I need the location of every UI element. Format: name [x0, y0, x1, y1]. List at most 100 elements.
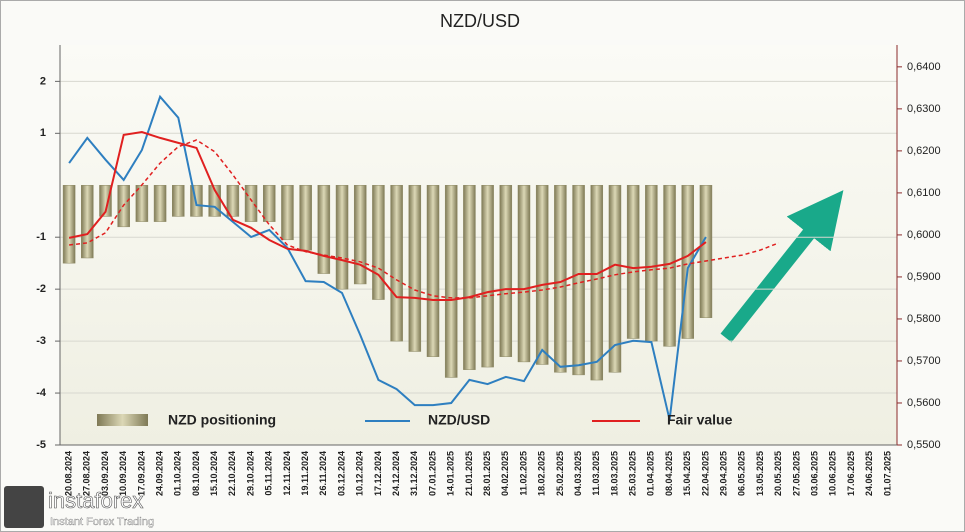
x-tick-label: 07.01.2025: [427, 451, 437, 496]
y2-tick-label: 0,5700: [907, 355, 941, 367]
x-tick-label: 28.01.2025: [482, 451, 492, 496]
x-tick-label: 29.04.2025: [719, 451, 729, 496]
dashed-line: [69, 139, 779, 299]
bar: [426, 185, 440, 357]
x-tick-label: 26.11.2024: [318, 451, 328, 496]
legend-label: NZD/USD: [428, 412, 490, 428]
y2-tick-label: 0,5800: [907, 313, 941, 325]
bar: [554, 185, 567, 373]
bar: [244, 185, 258, 222]
bar: [645, 185, 658, 342]
x-tick-label: 19.11.2024: [300, 451, 310, 496]
x-tick-label: 10.12.2024: [355, 451, 365, 496]
x-tick-label: 03.09.2024: [100, 451, 110, 496]
logo-tagline: Instant Forex Trading: [50, 516, 154, 528]
y2-tick-label: 0,6200: [907, 145, 941, 157]
x-tick-label: 01.07.2025: [882, 451, 892, 496]
y2-tick-label: 0,6000: [907, 229, 941, 241]
y2-tick-label: 0,6300: [907, 103, 941, 115]
bar: [626, 185, 640, 339]
x-tick-label: 25.03.2025: [628, 451, 638, 496]
bar: [481, 185, 494, 368]
logo: instaforex Instant Forex Trading: [4, 486, 154, 528]
x-tick-label: 17.09.2024: [136, 451, 146, 496]
x-tick-label: 20.08.2024: [63, 451, 73, 496]
x-tick-label: 21.01.2025: [464, 451, 474, 496]
line: [68, 94, 707, 421]
x-tick-label: 27.08.2024: [82, 451, 92, 496]
x-tick-label: 18.03.2025: [609, 451, 619, 496]
y-tick-label: -3: [36, 335, 46, 347]
line: [68, 130, 707, 301]
x-tick-label: 13.05.2025: [755, 451, 765, 496]
bar: [226, 185, 240, 217]
x-tick-label: 08.10.2024: [191, 451, 201, 496]
x-tick-label: 05.11.2024: [264, 451, 274, 496]
logo-icon: [4, 486, 44, 528]
x-tick-label: 20.05.2025: [773, 451, 783, 496]
legend-label: Fair value: [667, 412, 733, 428]
x-tick-label: 10.09.2024: [118, 451, 128, 496]
legend-label: NZD positioning: [168, 412, 276, 428]
y2-tick-label: 0,5900: [907, 271, 941, 283]
x-tick-label: 06.05.2025: [737, 451, 747, 496]
y2-tick-label: 0,5600: [907, 397, 941, 409]
x-tick-label: 17.06.2025: [846, 451, 856, 496]
bar: [572, 185, 585, 376]
bar: [699, 185, 713, 318]
bar: [608, 185, 622, 373]
bar: [153, 185, 167, 222]
x-tick-label: 01.04.2025: [646, 451, 656, 496]
x-tick-label: 27.05.2025: [791, 451, 801, 496]
trend-arrow: [720, 190, 844, 343]
x-tick-label: 11.03.2025: [591, 451, 601, 496]
bar: [81, 185, 94, 259]
bar: [372, 185, 385, 300]
y-tick-label: 2: [40, 75, 46, 87]
x-tick-label: 17.12.2024: [373, 451, 383, 496]
x-tick-label: 04.02.2025: [500, 451, 510, 496]
x-tick-label: 31.12.2024: [409, 451, 419, 496]
bar: [499, 185, 513, 357]
bar: [535, 185, 549, 365]
y2-tick-label: 0,6400: [907, 61, 941, 73]
bar: [62, 185, 76, 264]
x-tick-label: 18.02.2025: [537, 451, 547, 496]
x-tick-label: 03.12.2024: [336, 451, 346, 496]
y2-tick-label: 0,6100: [907, 187, 941, 199]
legend-swatch: [97, 414, 148, 426]
y-tick-label: 1: [40, 127, 46, 139]
bar: [172, 185, 185, 217]
legend: NZD positioning NZD/USD Fair value: [97, 412, 733, 428]
chart-title: NZD/USD: [440, 11, 520, 31]
x-tick-label: 14.01.2025: [446, 451, 456, 496]
x-tick-label: 22.04.2025: [700, 451, 710, 496]
x-tick-label: 24.06.2025: [864, 451, 874, 496]
bar: [99, 185, 112, 217]
x-tick-label: 04.03.2025: [573, 451, 583, 496]
bar: [262, 185, 276, 222]
x-tick-label: 15.10.2024: [209, 451, 219, 496]
x-tick-label: 25.02.2025: [555, 451, 565, 496]
logo-name: instaforex: [48, 488, 143, 513]
bar: [335, 185, 349, 290]
x-tick-label: 15.04.2025: [682, 451, 692, 496]
bar: [390, 185, 403, 342]
bar: [353, 185, 367, 285]
bar: [463, 185, 476, 370]
y-tick-label: -1: [36, 231, 46, 243]
x-tick-label: 11.02.2025: [518, 451, 528, 496]
x-tick-label: 03.06.2025: [809, 451, 819, 496]
y2-tick-label: 0,5500: [907, 439, 941, 451]
bar: [317, 185, 331, 274]
x-tick-label: 24.12.2024: [391, 451, 401, 496]
bar: [281, 185, 294, 241]
x-tick-label: 22.10.2024: [227, 451, 237, 496]
y-tick-label: -4: [36, 387, 47, 399]
plot-area: [60, 45, 897, 445]
x-tick-label: 08.04.2025: [664, 451, 674, 496]
bar: [444, 185, 458, 378]
x-tick-label: 24.09.2024: [154, 451, 164, 496]
bar: [299, 185, 312, 251]
